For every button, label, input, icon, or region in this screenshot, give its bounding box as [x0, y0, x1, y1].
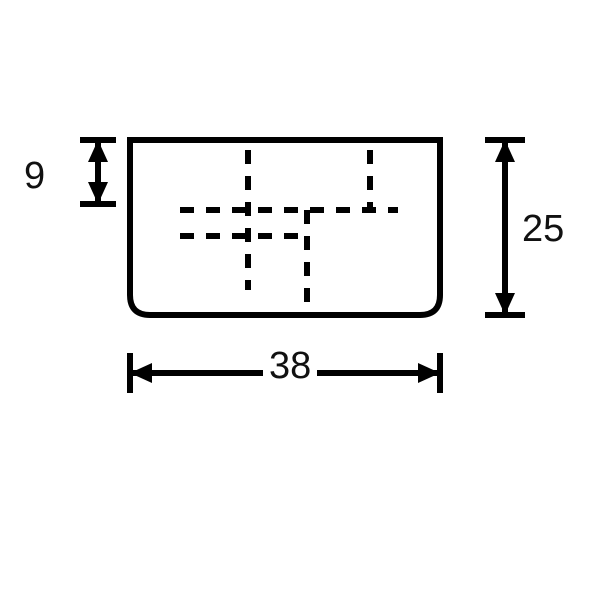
dimension-label-offset: 9	[24, 155, 45, 198]
diagram-svg	[0, 0, 600, 600]
diagram-canvas: 38 25 9	[0, 0, 600, 600]
dimension-label-width: 38	[263, 345, 317, 388]
dimension-label-height: 25	[522, 208, 564, 251]
